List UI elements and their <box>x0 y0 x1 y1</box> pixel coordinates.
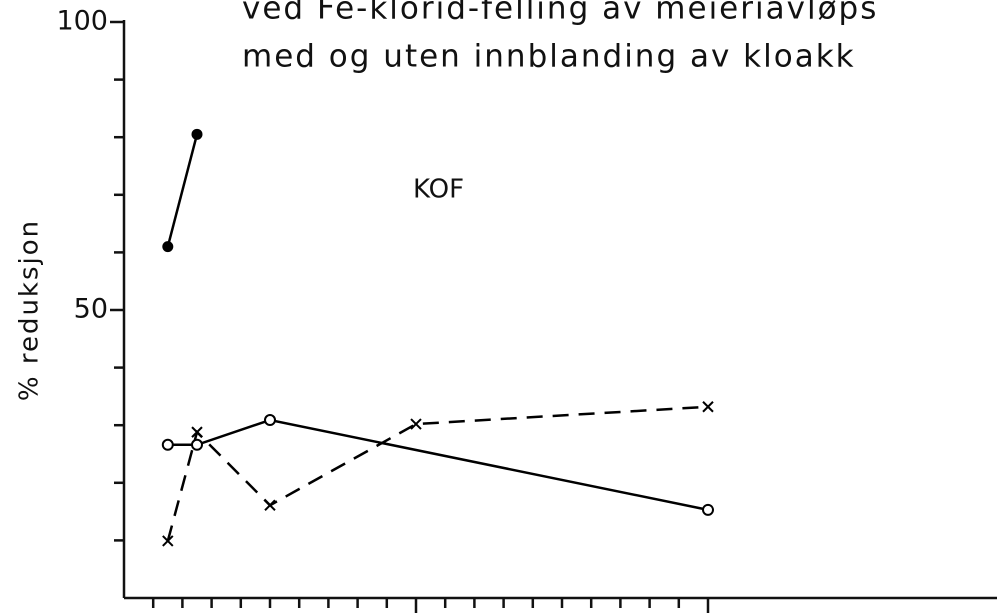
annotation: KOF <box>413 175 464 205</box>
y-tick-label: 50 <box>74 294 108 325</box>
y-axis-label: % reduksjon <box>15 219 45 401</box>
chart-title: ved Fe-klorid-felling av meieriavløps <box>242 0 878 27</box>
marker <box>191 128 203 140</box>
marker <box>162 535 174 547</box>
marker <box>191 438 203 451</box>
marker <box>410 418 422 430</box>
marker <box>264 499 276 511</box>
marker <box>702 503 714 516</box>
line <box>166 134 199 247</box>
line <box>167 418 709 512</box>
marker <box>191 426 203 438</box>
marker <box>264 414 276 427</box>
marker <box>162 241 174 253</box>
marker <box>702 401 714 413</box>
y-tick-label: 100 <box>56 6 108 37</box>
chart-title: med og uten innblanding av kloakk <box>242 39 856 75</box>
marker <box>161 438 174 451</box>
